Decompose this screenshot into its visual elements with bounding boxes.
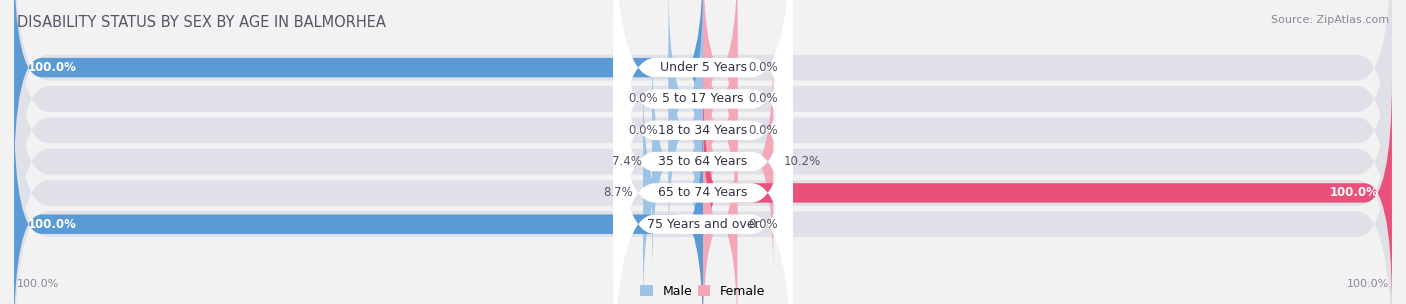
FancyBboxPatch shape — [613, 0, 793, 304]
FancyBboxPatch shape — [14, 49, 1392, 304]
FancyBboxPatch shape — [669, 15, 703, 246]
FancyBboxPatch shape — [14, 0, 1392, 274]
Text: 10.2%: 10.2% — [783, 155, 821, 168]
FancyBboxPatch shape — [613, 15, 793, 304]
FancyBboxPatch shape — [703, 77, 1392, 304]
FancyBboxPatch shape — [703, 0, 738, 183]
FancyBboxPatch shape — [643, 77, 703, 304]
Text: 7.4%: 7.4% — [612, 155, 641, 168]
Text: 0.0%: 0.0% — [628, 124, 658, 137]
Text: 100.0%: 100.0% — [28, 61, 77, 74]
Text: 5 to 17 Years: 5 to 17 Years — [662, 92, 744, 105]
FancyBboxPatch shape — [703, 0, 738, 215]
Text: 100.0%: 100.0% — [17, 279, 59, 289]
Text: 75 Years and over: 75 Years and over — [647, 218, 759, 231]
Legend: Male, Female: Male, Female — [641, 285, 765, 298]
FancyBboxPatch shape — [669, 0, 703, 215]
FancyBboxPatch shape — [703, 15, 738, 246]
FancyBboxPatch shape — [613, 0, 793, 277]
FancyBboxPatch shape — [14, 109, 703, 304]
Text: 0.0%: 0.0% — [748, 61, 778, 74]
FancyBboxPatch shape — [14, 0, 1392, 243]
Text: 18 to 34 Years: 18 to 34 Years — [658, 124, 748, 137]
Text: 0.0%: 0.0% — [748, 218, 778, 231]
FancyBboxPatch shape — [652, 46, 703, 277]
Text: 65 to 74 Years: 65 to 74 Years — [658, 186, 748, 199]
Text: Under 5 Years: Under 5 Years — [659, 61, 747, 74]
FancyBboxPatch shape — [613, 0, 793, 246]
FancyBboxPatch shape — [613, 0, 793, 304]
Text: 100.0%: 100.0% — [1329, 186, 1378, 199]
Text: 35 to 64 Years: 35 to 64 Years — [658, 155, 748, 168]
Text: 100.0%: 100.0% — [1347, 279, 1389, 289]
FancyBboxPatch shape — [14, 81, 1392, 304]
Text: Source: ZipAtlas.com: Source: ZipAtlas.com — [1271, 15, 1389, 25]
FancyBboxPatch shape — [703, 109, 738, 304]
Text: 0.0%: 0.0% — [748, 124, 778, 137]
Text: 8.7%: 8.7% — [603, 186, 633, 199]
Text: 0.0%: 0.0% — [748, 92, 778, 105]
Text: DISABILITY STATUS BY SEX BY AGE IN BALMORHEA: DISABILITY STATUS BY SEX BY AGE IN BALMO… — [17, 15, 385, 30]
FancyBboxPatch shape — [14, 18, 1392, 304]
FancyBboxPatch shape — [14, 0, 703, 183]
FancyBboxPatch shape — [613, 46, 793, 304]
Text: 0.0%: 0.0% — [628, 92, 658, 105]
FancyBboxPatch shape — [14, 0, 1392, 211]
Text: 100.0%: 100.0% — [28, 218, 77, 231]
FancyBboxPatch shape — [703, 46, 773, 277]
